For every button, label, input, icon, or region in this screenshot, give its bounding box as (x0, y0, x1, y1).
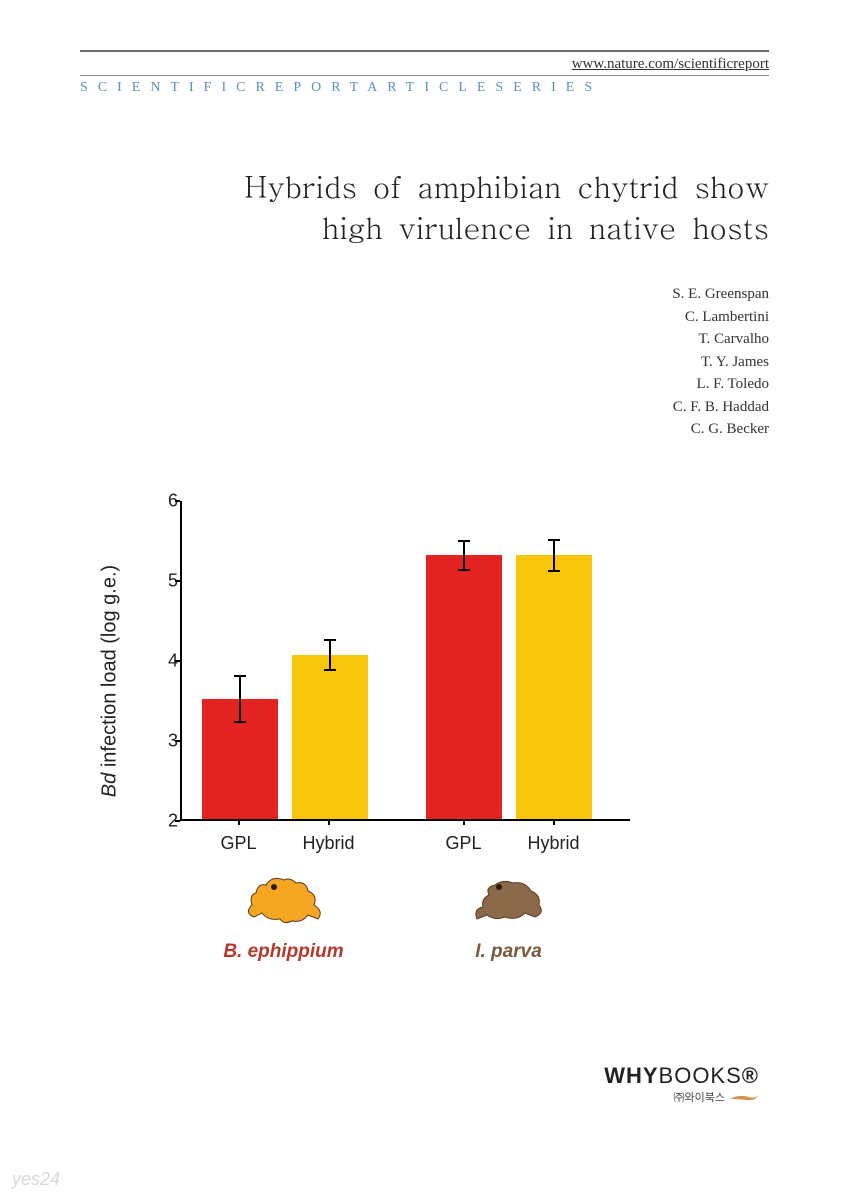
article-title: Hybrids of amphibian chytrid show high v… (80, 166, 769, 247)
author: C. G. Becker (80, 418, 769, 441)
watermark: yes24 (12, 1169, 60, 1190)
species-block: B. ephippium (194, 861, 374, 963)
y-tick-mark (175, 740, 180, 742)
error-bar (463, 540, 465, 570)
author: L. F. Toledo (80, 373, 769, 396)
bar (292, 655, 368, 819)
x-tick-mark (463, 820, 465, 825)
author: T. Y. James (80, 351, 769, 374)
error-bar (329, 639, 331, 671)
y-axis-label: Bd infection load (log g.e.) (99, 564, 122, 796)
x-tick-mark (238, 820, 240, 825)
bar (426, 555, 502, 819)
bar (202, 699, 278, 819)
author: S. E. Greenspan (80, 283, 769, 306)
publisher-korean: ㈜와이북스 (674, 1089, 725, 1105)
bar (516, 555, 592, 819)
x-tick-mark (328, 820, 330, 825)
series-banner: SCIENTIFICREPORTARTICLESERIES (80, 75, 769, 96)
frog-icon (234, 865, 334, 935)
author: C. Lambertini (80, 306, 769, 329)
author: T. Carvalho (80, 328, 769, 351)
author-list: S. E. GreenspanC. LambertiniT. CarvalhoT… (80, 283, 769, 441)
y-tick-mark (175, 580, 180, 582)
y-tick-mark (175, 660, 180, 662)
error-bar (553, 539, 555, 573)
publisher-block: WHYBOOKS® ㈜와이북스 (604, 1063, 759, 1105)
title-line-2: high virulence in native hosts (322, 206, 769, 248)
x-tick-mark (553, 820, 555, 825)
publisher-sub: ㈜와이북스 (604, 1089, 759, 1105)
swoosh-icon (729, 1092, 759, 1102)
species-block: I. parva (419, 861, 599, 963)
brand-thin: BOOKS (659, 1063, 742, 1088)
journal-url: www.nature.com/scientificreport (80, 56, 769, 73)
title-line-1: Hybrids of amphibian chytrid show (244, 165, 769, 207)
x-tick-label: GPL (220, 833, 256, 854)
y-tick-mark (175, 500, 180, 502)
species-name: B. ephippium (194, 941, 374, 963)
ylabel-text: infection load (log g.e.) (99, 564, 121, 772)
x-tick-label: Hybrid (527, 833, 579, 854)
species-name: I. parva (419, 941, 599, 963)
y-tick-mark (175, 820, 180, 822)
brand-registered: ® (742, 1063, 759, 1088)
x-tick-label: Hybrid (302, 833, 354, 854)
ylabel-italic: Bd (99, 772, 121, 796)
brand-bold: WHY (604, 1063, 658, 1088)
x-tick-label: GPL (445, 833, 481, 854)
author: C. F. B. Haddad (80, 396, 769, 419)
error-bar (239, 675, 241, 723)
publisher-brand: WHYBOOKS® (604, 1063, 759, 1089)
frog-icon (459, 865, 559, 935)
bar-chart: Bd infection load (log g.e.) GPLHybridGP… (110, 501, 630, 991)
